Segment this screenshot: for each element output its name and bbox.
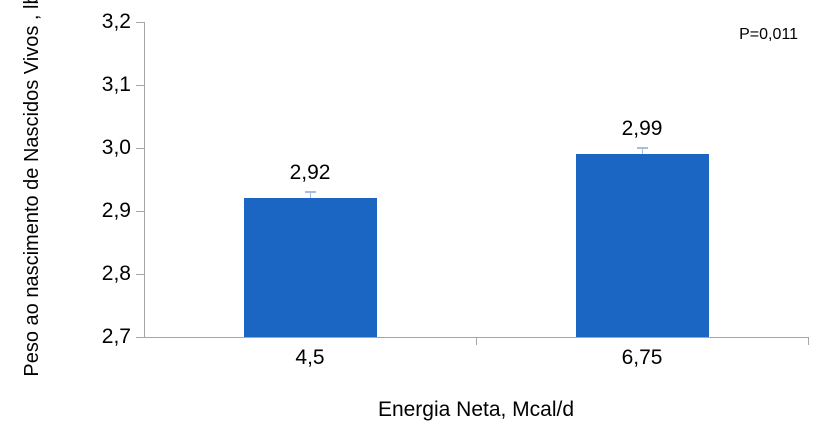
x-axis-title: Energia Neta, Mcal/d	[377, 398, 575, 421]
p-value-annotation: P=0,011	[739, 26, 798, 43]
error-bar-cap	[305, 191, 316, 194]
bar	[243, 198, 377, 337]
y-tick-mark	[136, 85, 144, 86]
error-bar-cap	[637, 147, 648, 150]
y-axis-title: Peso ao nascimento de Nascidos Vivos , l…	[21, 0, 43, 377]
y-tick-label: 3,2	[101, 10, 131, 33]
y-tick-label: 2,9	[101, 199, 131, 222]
error-bar-line	[642, 147, 643, 155]
y-tick-label: 3,1	[101, 73, 131, 96]
x-category-label: 4,5	[295, 346, 325, 369]
y-tick-label: 2,8	[101, 262, 131, 285]
bar-value-label: 2,92	[289, 161, 331, 185]
y-tick-mark	[136, 274, 144, 275]
y-axis-line	[144, 22, 145, 337]
y-tick-mark	[136, 337, 144, 338]
x-category-label: 6,75	[621, 346, 663, 369]
y-tick-mark	[136, 148, 144, 149]
bar	[575, 154, 709, 337]
y-tick-label: 3,0	[101, 136, 131, 159]
y-tick-mark	[136, 211, 144, 212]
y-tick-label: 2,7	[101, 325, 131, 348]
x-tick-mark	[808, 337, 809, 345]
error-bar-line	[310, 191, 311, 199]
bar-value-label: 2,99	[621, 117, 663, 141]
y-tick-mark	[136, 22, 144, 23]
x-tick-mark	[476, 337, 477, 345]
